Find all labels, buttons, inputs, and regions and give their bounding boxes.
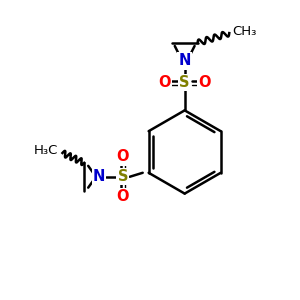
Text: O: O xyxy=(117,189,129,204)
Text: N: N xyxy=(178,53,191,68)
Text: O: O xyxy=(117,149,129,164)
Text: O: O xyxy=(159,75,171,90)
Text: H₃C: H₃C xyxy=(33,145,58,158)
Text: O: O xyxy=(198,75,211,90)
Text: CH₃: CH₃ xyxy=(232,25,256,38)
Text: N: N xyxy=(93,169,105,184)
Text: S: S xyxy=(179,75,190,90)
Text: S: S xyxy=(118,169,128,184)
